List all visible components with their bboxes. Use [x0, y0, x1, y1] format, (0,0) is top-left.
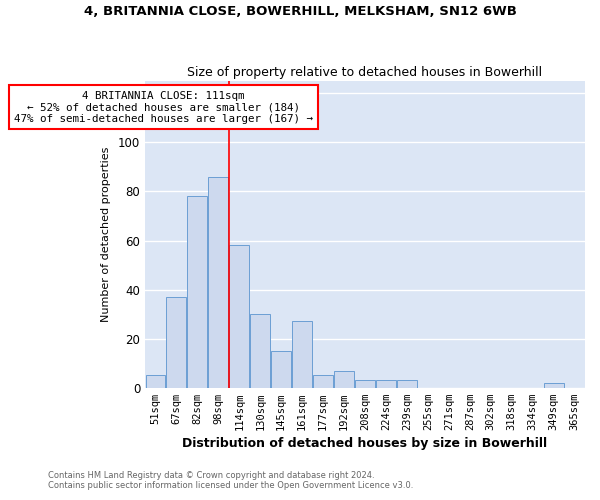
Text: 4, BRITANNIA CLOSE, BOWERHILL, MELKSHAM, SN12 6WB: 4, BRITANNIA CLOSE, BOWERHILL, MELKSHAM,…	[83, 5, 517, 18]
Bar	[544, 383, 563, 388]
Bar	[313, 376, 333, 388]
X-axis label: Distribution of detached houses by size in Bowerhill: Distribution of detached houses by size …	[182, 437, 548, 450]
Y-axis label: Number of detached properties: Number of detached properties	[101, 146, 111, 322]
Bar	[166, 297, 187, 388]
Bar	[397, 380, 417, 388]
Bar	[146, 376, 166, 388]
Bar	[292, 322, 312, 388]
Bar	[355, 380, 375, 388]
Bar	[334, 370, 354, 388]
Bar	[229, 246, 249, 388]
Bar	[187, 196, 208, 388]
Bar	[271, 351, 291, 388]
Bar	[250, 314, 270, 388]
Text: 4 BRITANNIA CLOSE: 111sqm
← 52% of detached houses are smaller (184)
47% of semi: 4 BRITANNIA CLOSE: 111sqm ← 52% of detac…	[14, 91, 313, 124]
Title: Size of property relative to detached houses in Bowerhill: Size of property relative to detached ho…	[187, 66, 542, 78]
Bar	[376, 380, 396, 388]
Text: Contains HM Land Registry data © Crown copyright and database right 2024.
Contai: Contains HM Land Registry data © Crown c…	[48, 470, 413, 490]
Bar	[208, 176, 228, 388]
